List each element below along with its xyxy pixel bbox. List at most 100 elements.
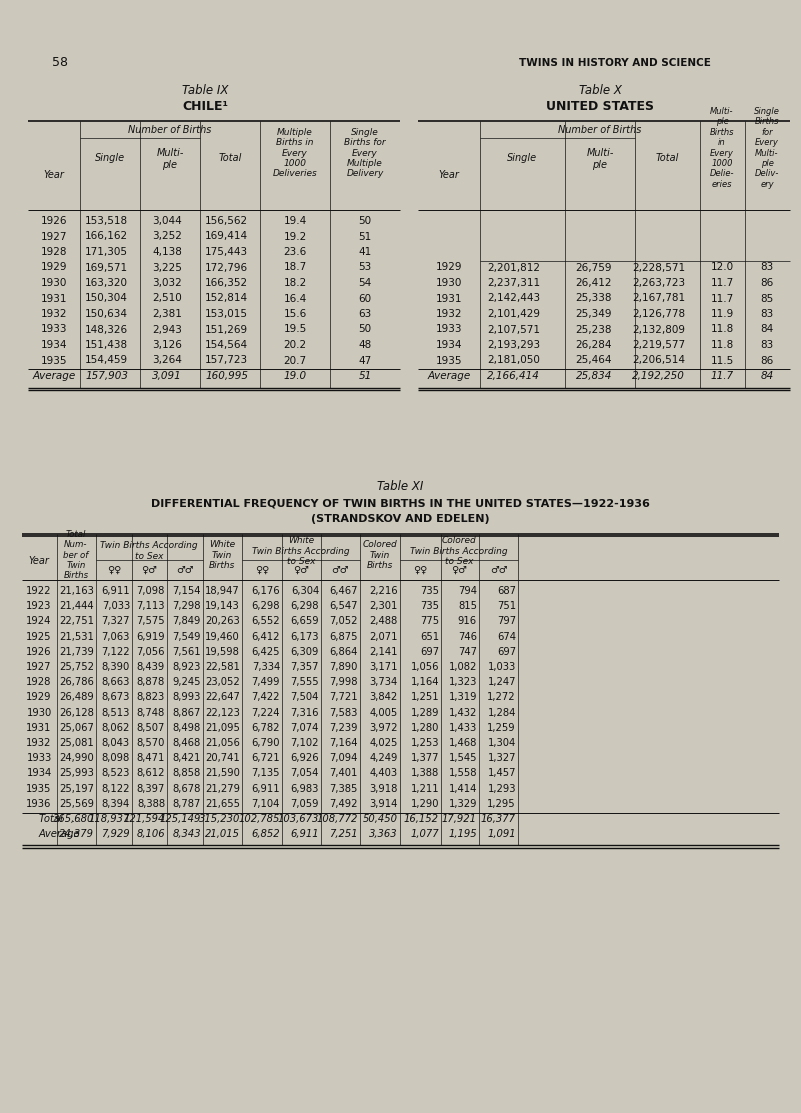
- Text: 1930: 1930: [26, 708, 51, 718]
- Text: 751: 751: [497, 601, 516, 611]
- Text: 12.0: 12.0: [710, 263, 734, 273]
- Text: 2,167,781: 2,167,781: [632, 294, 685, 304]
- Text: ♂♂: ♂♂: [490, 565, 508, 575]
- Text: 102,785: 102,785: [239, 814, 280, 824]
- Text: 1,304: 1,304: [488, 738, 516, 748]
- Text: 1934: 1934: [26, 768, 51, 778]
- Text: 1930: 1930: [436, 278, 462, 288]
- Text: 26,412: 26,412: [575, 278, 612, 288]
- Text: 8,823: 8,823: [137, 692, 165, 702]
- Text: 23,052: 23,052: [205, 677, 240, 687]
- Text: 7,849: 7,849: [173, 617, 201, 627]
- Text: 83: 83: [760, 263, 774, 273]
- Text: 6,911: 6,911: [252, 784, 280, 794]
- Text: 4,249: 4,249: [369, 754, 398, 764]
- Text: Single
Births
for
Every
Multi-
ple
Deliv-
ery: Single Births for Every Multi- ple Deliv…: [754, 107, 780, 189]
- Text: 24,379: 24,379: [59, 829, 94, 839]
- Text: 25,338: 25,338: [575, 294, 612, 304]
- Text: 7,054: 7,054: [291, 768, 319, 778]
- Text: 1,056: 1,056: [410, 662, 439, 672]
- Text: 2,126,778: 2,126,778: [632, 309, 685, 319]
- Text: 85: 85: [760, 294, 774, 304]
- Text: 1,545: 1,545: [449, 754, 477, 764]
- Text: UNITED STATES: UNITED STATES: [546, 100, 654, 114]
- Text: 3,264: 3,264: [152, 355, 182, 365]
- Text: 8,439: 8,439: [137, 662, 165, 672]
- Text: Total . . .: Total . . .: [39, 814, 82, 824]
- Text: 25,238: 25,238: [575, 325, 612, 335]
- Text: 2,943: 2,943: [152, 325, 182, 335]
- Text: 6,911: 6,911: [291, 829, 319, 839]
- Text: 1,259: 1,259: [487, 722, 516, 732]
- Text: 6,875: 6,875: [329, 631, 358, 641]
- Text: 8,523: 8,523: [102, 768, 130, 778]
- Text: 169,414: 169,414: [205, 232, 248, 242]
- Text: 687: 687: [497, 587, 516, 595]
- Text: Total: Total: [219, 152, 242, 162]
- Text: 6,173: 6,173: [291, 631, 319, 641]
- Text: 3,126: 3,126: [152, 339, 182, 349]
- Text: 7,251: 7,251: [329, 829, 358, 839]
- Text: 747: 747: [458, 647, 477, 657]
- Text: CHILE¹: CHILE¹: [182, 100, 228, 114]
- Text: 2,071: 2,071: [369, 631, 398, 641]
- Text: 7,401: 7,401: [330, 768, 358, 778]
- Text: 118,937: 118,937: [89, 814, 130, 824]
- Text: 25,993: 25,993: [59, 768, 94, 778]
- Text: 21,739: 21,739: [59, 647, 94, 657]
- Text: 26,759: 26,759: [575, 263, 612, 273]
- Text: 7,224: 7,224: [252, 708, 280, 718]
- Text: Multiple
Births in
Every
1000
Deliveries: Multiple Births in Every 1000 Deliveries: [272, 128, 317, 178]
- Text: 22,647: 22,647: [205, 692, 240, 702]
- Text: 11.8: 11.8: [710, 339, 734, 349]
- Text: 7,316: 7,316: [291, 708, 319, 718]
- Text: 148,326: 148,326: [85, 325, 128, 335]
- Text: Single
Births for
Every
Multiple
Delivery: Single Births for Every Multiple Deliver…: [344, 128, 386, 178]
- Text: 51: 51: [358, 232, 372, 242]
- Text: 6,425: 6,425: [252, 647, 280, 657]
- Text: Single: Single: [95, 152, 125, 162]
- Text: 7,122: 7,122: [102, 647, 130, 657]
- Text: 7,098: 7,098: [137, 587, 165, 595]
- Text: 41: 41: [358, 247, 372, 257]
- Text: 19,598: 19,598: [205, 647, 240, 657]
- Text: 3,252: 3,252: [152, 232, 182, 242]
- Text: 674: 674: [497, 631, 516, 641]
- Text: 6,864: 6,864: [330, 647, 358, 657]
- Text: 1,432: 1,432: [449, 708, 477, 718]
- Text: 21,655: 21,655: [205, 799, 240, 809]
- Text: 7,549: 7,549: [172, 631, 201, 641]
- Text: Average: Average: [39, 829, 81, 839]
- Text: 21,444: 21,444: [59, 601, 94, 611]
- Text: 797: 797: [497, 617, 516, 627]
- Text: ♀♀: ♀♀: [413, 565, 427, 575]
- Text: 815: 815: [458, 601, 477, 611]
- Text: 8,507: 8,507: [137, 722, 165, 732]
- Text: 26,284: 26,284: [575, 339, 612, 349]
- Text: 8,748: 8,748: [137, 708, 165, 718]
- Text: 2,263,723: 2,263,723: [632, 278, 685, 288]
- Text: 2,142,443: 2,142,443: [487, 294, 540, 304]
- Text: 8,062: 8,062: [102, 722, 130, 732]
- Text: 60: 60: [358, 294, 372, 304]
- Text: 4,005: 4,005: [370, 708, 398, 718]
- Text: 697: 697: [497, 647, 516, 657]
- Text: 6,552: 6,552: [252, 617, 280, 627]
- Text: 19.4: 19.4: [284, 216, 307, 226]
- Text: TWINS IN HISTORY AND SCIENCE: TWINS IN HISTORY AND SCIENCE: [519, 58, 711, 68]
- Text: 6,659: 6,659: [291, 617, 319, 627]
- Text: 19.0: 19.0: [284, 371, 307, 381]
- Text: 4,025: 4,025: [369, 738, 398, 748]
- Text: 6,547: 6,547: [329, 601, 358, 611]
- Text: 1,414: 1,414: [449, 784, 477, 794]
- Text: 17,921: 17,921: [442, 814, 477, 824]
- Text: 1932: 1932: [436, 309, 462, 319]
- Text: 1928: 1928: [26, 677, 52, 687]
- Text: 1933: 1933: [436, 325, 462, 335]
- Text: 2,141: 2,141: [369, 647, 398, 657]
- Text: 7,074: 7,074: [291, 722, 319, 732]
- Text: 3,972: 3,972: [369, 722, 398, 732]
- Text: 166,162: 166,162: [85, 232, 128, 242]
- Text: 1,433: 1,433: [449, 722, 477, 732]
- Text: 3,044: 3,044: [152, 216, 182, 226]
